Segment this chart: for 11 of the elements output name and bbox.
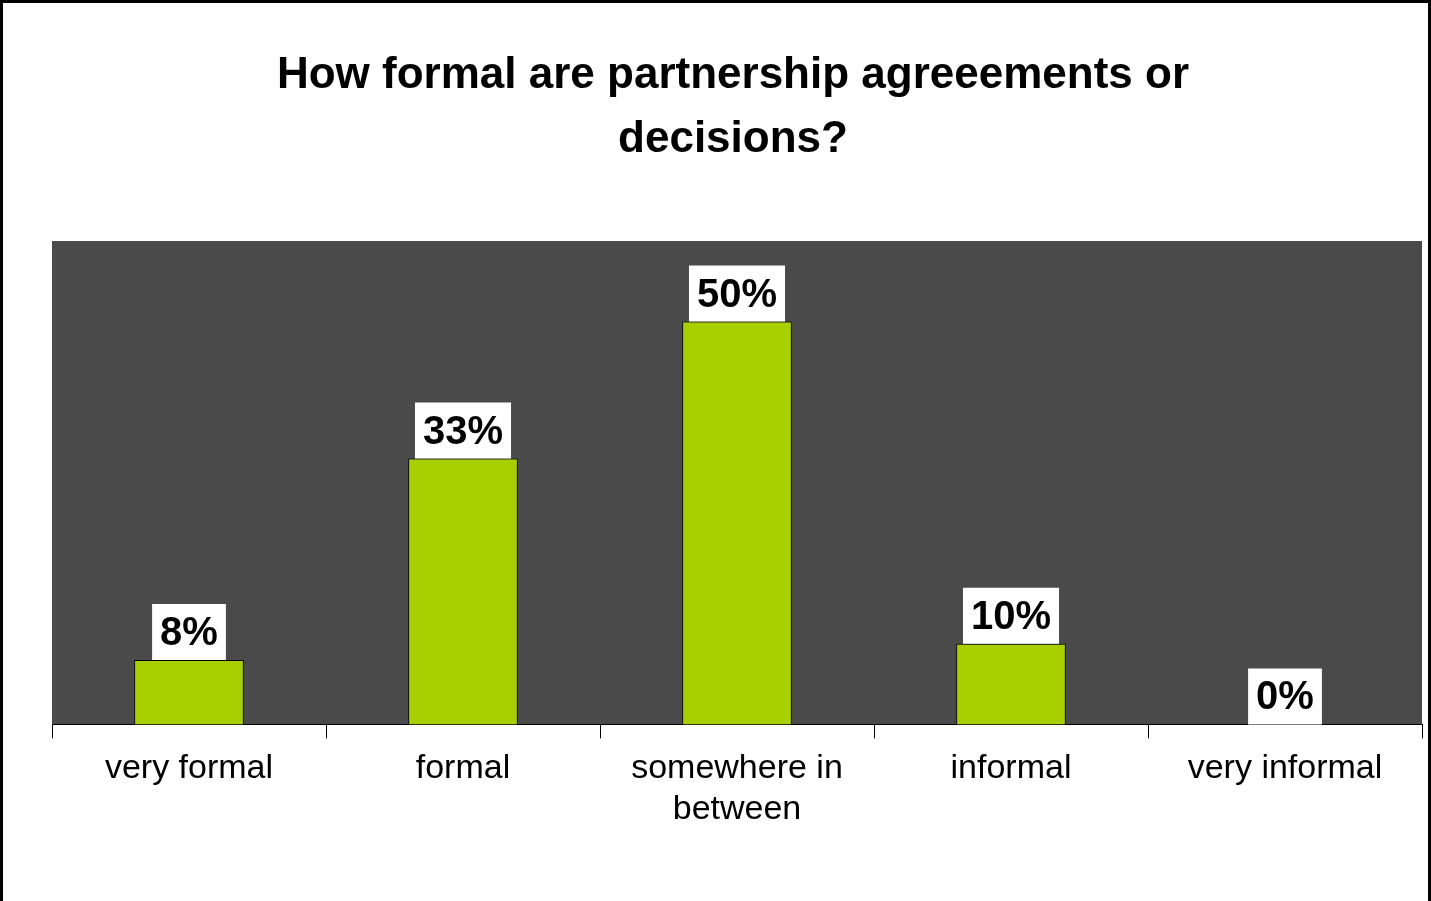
data-label: 10% bbox=[970, 592, 1052, 637]
data-label: 0% bbox=[1256, 673, 1314, 718]
x-tick-label: formal bbox=[415, 747, 511, 786]
x-tick-label: very informal bbox=[1187, 747, 1383, 786]
chart-title: How formal are partnership agreeements or decisions? bbox=[275, 47, 1191, 163]
data-label: 8% bbox=[160, 608, 218, 653]
x-tick-label: somewhere in between bbox=[631, 747, 843, 826]
data-label: 33% bbox=[422, 407, 504, 452]
x-tick-label: very formal bbox=[104, 747, 274, 786]
x-tick-label: informal bbox=[950, 747, 1072, 786]
data-label: 50% bbox=[696, 270, 778, 315]
